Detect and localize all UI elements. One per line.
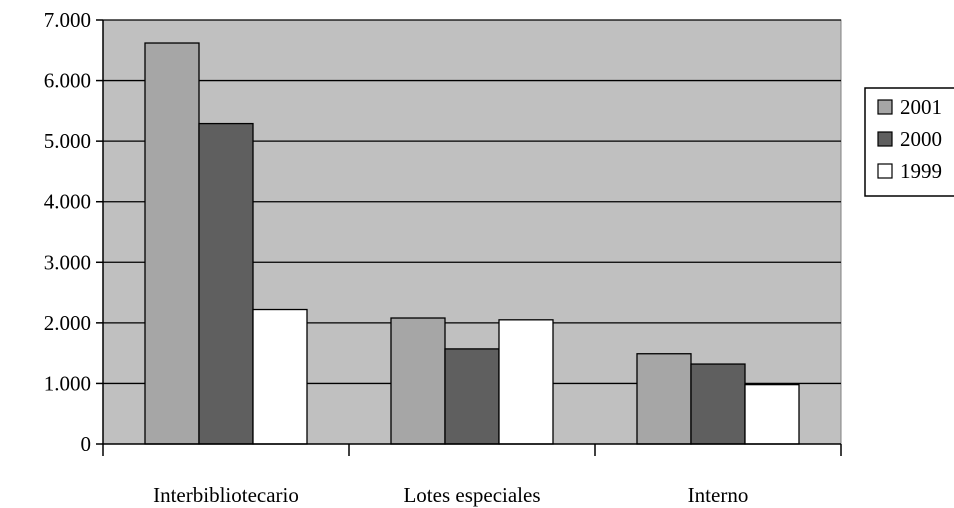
axes <box>96 19 842 456</box>
bar-2001-interbibliotecario <box>144 42 200 445</box>
bar-2001-lotes-especiales <box>390 317 446 445</box>
bar-2000-interno <box>690 363 746 445</box>
y-tick-labels: 0 1.000 2.000 3.000 4.000 5.000 6.000 7.000 <box>44 8 91 456</box>
x-category-label: Interbibliotecario <box>153 483 299 507</box>
y-tick-label: 1.000 <box>44 371 91 395</box>
bar-1999-interno <box>744 383 800 445</box>
y-tick-label: 0 <box>81 432 92 456</box>
x-category-label: Interno <box>688 483 749 507</box>
legend-swatch-1999 <box>877 163 893 179</box>
y-tick-label: 5.000 <box>44 129 91 153</box>
bar-2001-interno <box>636 353 692 445</box>
legend-label-2001: 2001 <box>900 95 942 119</box>
bar-2000-interbibliotecario <box>198 122 254 445</box>
legend-label-1999: 1999 <box>900 159 942 183</box>
bar-1999-interbibliotecario <box>252 308 308 445</box>
legend-label-2000: 2000 <box>900 127 942 151</box>
legend: 2001 2000 1999 <box>864 87 954 197</box>
y-tick-label: 6.000 <box>44 69 91 93</box>
legend-swatch-2001 <box>877 99 893 115</box>
y-tick-label: 4.000 <box>44 190 91 214</box>
legend-swatch-2000 <box>877 131 893 147</box>
y-tick-label: 3.000 <box>44 250 91 274</box>
y-tick-label: 7.000 <box>44 8 91 32</box>
x-category-labels: Interbibliotecario Lotes especiales Intern… <box>153 483 748 507</box>
bar-1999-lotes-especiales <box>498 319 554 445</box>
y-tick-label: 2.000 <box>44 311 91 335</box>
bar-2000-lotes-especiales <box>444 348 500 445</box>
bars <box>144 42 800 445</box>
x-category-label: Lotes especiales <box>403 483 540 507</box>
